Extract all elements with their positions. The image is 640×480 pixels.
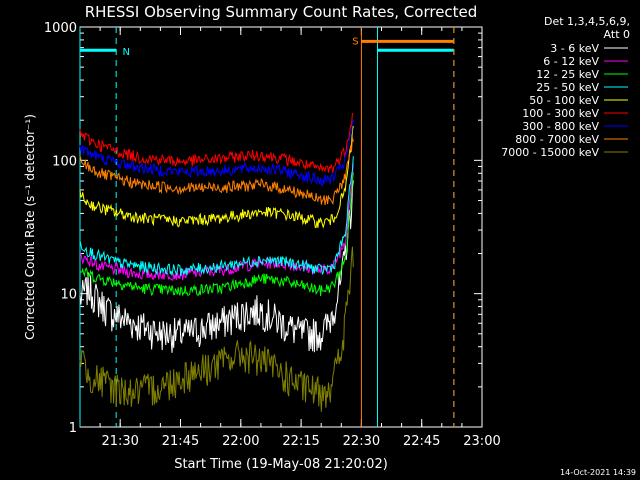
x-tick-label: 21:45 bbox=[162, 434, 199, 449]
legend-label: 300 - 800 keV bbox=[522, 120, 599, 133]
x-tick-label: 22:45 bbox=[403, 434, 440, 449]
legend-header-line2: Att 0 bbox=[604, 28, 630, 41]
saa-marker-label: S bbox=[352, 36, 358, 47]
legend-label: 12 - 25 keV bbox=[536, 68, 599, 81]
series-line bbox=[79, 246, 354, 412]
footer-timestamp: 14-Oct-2021 14:39 bbox=[560, 468, 636, 477]
legend-label: 3 - 6 keV bbox=[550, 42, 599, 55]
plot-area: 21:30 21:45 22:00 22:15 22:30 22:45 23:00 1 10 10… bbox=[44, 21, 501, 449]
legend-label: 50 - 100 keV bbox=[529, 94, 599, 107]
series-line bbox=[79, 119, 354, 187]
x-axis-label: Start Time (19-May-08 21:20:02) bbox=[174, 457, 388, 472]
series-line bbox=[79, 125, 354, 229]
legend-label: 7000 - 15000 keV bbox=[501, 146, 599, 159]
y-tick-label: 100 bbox=[52, 154, 77, 169]
legend-label: 800 - 7000 keV bbox=[515, 133, 599, 146]
x-tick-label: 21:30 bbox=[101, 434, 138, 449]
series-line bbox=[79, 172, 354, 297]
y-tick-label: 1 bbox=[69, 421, 77, 436]
y-tick-label: 1000 bbox=[44, 21, 77, 36]
legend-label: 6 - 12 keV bbox=[543, 55, 599, 68]
y-tick-label: 10 bbox=[60, 288, 77, 303]
x-tick-label: 22:30 bbox=[343, 434, 380, 449]
series-line bbox=[79, 180, 354, 353]
x-tick-label: 22:00 bbox=[222, 434, 259, 449]
series-line bbox=[79, 137, 354, 206]
legend-header-line1: Det 1,3,4,5,6,9, bbox=[544, 15, 630, 28]
chart-title: RHESSI Observing Summary Count Rates, Co… bbox=[85, 3, 478, 21]
x-tick-label: 23:00 bbox=[463, 434, 500, 449]
night-marker-label: N bbox=[122, 47, 129, 58]
legend-label: 100 - 300 keV bbox=[522, 107, 599, 120]
y-axis-label: Corrected Count Rate (s⁻¹ detector⁻¹) bbox=[23, 114, 37, 340]
legend-label: 25 - 50 keV bbox=[536, 81, 599, 94]
series-line bbox=[79, 156, 354, 276]
x-tick-label: 22:15 bbox=[282, 434, 319, 449]
series-line bbox=[79, 113, 354, 173]
